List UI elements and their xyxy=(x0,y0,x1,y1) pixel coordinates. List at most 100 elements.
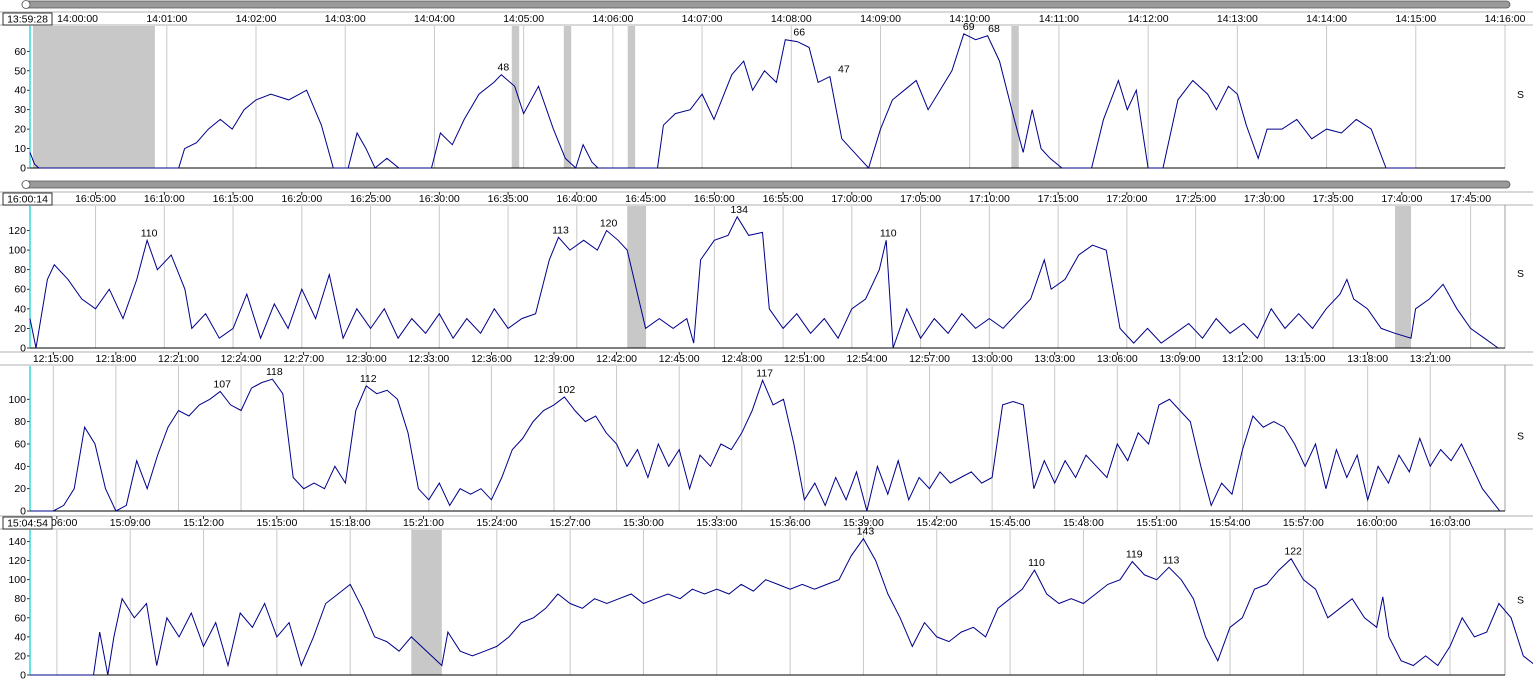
x-tick-label: 15:18:00 xyxy=(330,517,371,529)
x-tick-label: 12:33:00 xyxy=(408,353,449,365)
right-axis-label: S xyxy=(1517,431,1524,443)
series-line xyxy=(30,378,1501,512)
y-tick-label: 120 xyxy=(8,225,26,237)
x-tick-label: 14:13:00 xyxy=(1217,13,1258,25)
x-tick-label: 13:09:00 xyxy=(1159,353,1200,365)
x-tick-label: 17:25:00 xyxy=(1175,193,1216,205)
y-tick-label: 80 xyxy=(14,264,26,276)
x-tick-label: 12:48:00 xyxy=(721,353,762,365)
x-tick-label: 14:00:00 xyxy=(57,13,98,25)
y-tick-label: 100 xyxy=(8,245,26,257)
start-time-label: 13:59:28 xyxy=(7,14,48,26)
data-label: 113 xyxy=(552,224,569,236)
x-tick-label: 15:42:00 xyxy=(916,517,957,529)
chart-panel-3: 12:15:00 12:18:00 12:21:00 12:24:00 12:27:00… xyxy=(0,351,1533,518)
x-tick-label: 16:03:00 xyxy=(1430,517,1471,529)
right-axis-label: S xyxy=(1517,268,1524,280)
x-tick-label: 15:09:00 xyxy=(110,517,151,529)
x-tick-label: 16:55:00 xyxy=(763,193,804,205)
y-tick-label: 0 xyxy=(20,506,26,518)
x-tick-label: 12:36:00 xyxy=(471,353,512,365)
shaded-range xyxy=(627,26,636,168)
data-label: 102 xyxy=(558,384,576,396)
x-tick-label: 12:24:00 xyxy=(221,353,262,365)
x-tick-label: 14:04:00 xyxy=(414,13,455,25)
data-label: 143 xyxy=(857,526,875,538)
data-label: 110 xyxy=(141,227,158,239)
y-tick-label: 80 xyxy=(14,593,26,605)
x-tick-label: 13:21:00 xyxy=(1410,353,1451,365)
x-tick-label: 17:05:00 xyxy=(900,193,941,205)
x-tick-label: 13:06:00 xyxy=(1097,353,1138,365)
x-tick-label: 13:12:00 xyxy=(1222,353,1263,365)
x-tick-label: 16:50:00 xyxy=(694,193,735,205)
x-tick-label: 14:10:00 xyxy=(949,13,990,25)
x-tick-label: 15:30:00 xyxy=(623,517,664,529)
x-tick-label: 12:42:00 xyxy=(596,353,637,365)
x-tick-label: 17:20:00 xyxy=(1106,193,1147,205)
data-label: 134 xyxy=(730,204,748,216)
y-tick-label: 40 xyxy=(14,303,26,315)
x-tick-label: 12:39:00 xyxy=(534,353,575,365)
y-tick-label: 40 xyxy=(14,85,26,97)
y-tick-label: 100 xyxy=(8,394,26,406)
x-tick-label: 12:21:00 xyxy=(158,353,199,365)
data-label: 117 xyxy=(756,367,773,379)
y-tick-label: 60 xyxy=(14,284,26,296)
x-tick-label: 14:02:00 xyxy=(236,13,277,25)
x-tick-label: 12:30:00 xyxy=(346,353,387,365)
y-tick-label: 20 xyxy=(14,483,26,495)
shaded-range xyxy=(563,26,572,168)
chart-panel-1: 14:00:00 14:01:00 14:02:00 14:03:00 14:04:00… xyxy=(0,0,1533,175)
data-label: 112 xyxy=(360,373,377,385)
x-tick-label: 12:27:00 xyxy=(283,353,324,365)
y-tick-label: 20 xyxy=(14,124,26,136)
x-tick-label: 16:25:00 xyxy=(350,193,391,205)
x-tick-label: 17:00:00 xyxy=(831,193,872,205)
data-label: 47 xyxy=(838,64,850,76)
x-tick-label: 15:39:00 xyxy=(843,517,884,529)
y-tick-label: 0 xyxy=(20,670,26,682)
x-tick-label: 15:36:00 xyxy=(770,517,811,529)
x-tick-label: 14:07:00 xyxy=(682,13,723,25)
shaded-range xyxy=(411,530,442,675)
x-tick-label: 15:24:00 xyxy=(476,517,517,529)
scroll-bar xyxy=(21,0,1511,9)
x-tick-label: 16:30:00 xyxy=(419,193,460,205)
x-tick-label: 14:05:00 xyxy=(503,13,544,25)
series-line xyxy=(30,537,1533,676)
shaded-range xyxy=(627,206,646,348)
data-label: 69 xyxy=(963,21,975,33)
series-line xyxy=(29,215,1499,349)
x-tick-label: 14:08:00 xyxy=(771,13,812,25)
x-tick-label: 12:54:00 xyxy=(847,353,888,365)
data-label: 113 xyxy=(1163,554,1180,566)
x-tick-label: 16:35:00 xyxy=(488,193,529,205)
y-tick-label: 60 xyxy=(14,438,26,450)
y-tick-label: 60 xyxy=(14,46,26,58)
x-tick-label: 14:16:00 xyxy=(1485,13,1526,25)
x-tick-label: 12:15:00 xyxy=(33,353,74,365)
x-tick-label: 17:30:00 xyxy=(1244,193,1285,205)
y-tick-label: 20 xyxy=(14,323,26,335)
chart-panel-2: 16:05:00 16:10:00 16:15:00 16:20:00 16:25:00… xyxy=(0,180,1533,355)
x-tick-label: 17:45:00 xyxy=(1450,193,1491,205)
x-tick-label: 16:45:00 xyxy=(625,193,666,205)
x-tick-label: 14:15:00 xyxy=(1395,13,1436,25)
shaded-range xyxy=(1011,26,1019,168)
start-time-box xyxy=(2,12,53,26)
y-tick-label: 40 xyxy=(14,631,26,643)
data-label: 118 xyxy=(266,366,283,378)
x-tick-label: 14:09:00 xyxy=(860,13,901,25)
data-label: 107 xyxy=(213,378,231,390)
x-tick-label: 16:40:00 xyxy=(556,193,597,205)
y-tick-label: 10 xyxy=(14,143,26,155)
x-tick-label: 14:06:00 xyxy=(592,13,633,25)
right-axis-label: S xyxy=(1517,89,1524,101)
right-axis-label: S xyxy=(1517,595,1524,607)
x-tick-label: 16:00:00 xyxy=(1356,517,1397,529)
x-tick-label: 13:00:00 xyxy=(972,353,1013,365)
y-tick-label: 20 xyxy=(14,650,26,662)
x-tick-label: 15:45:00 xyxy=(990,517,1031,529)
